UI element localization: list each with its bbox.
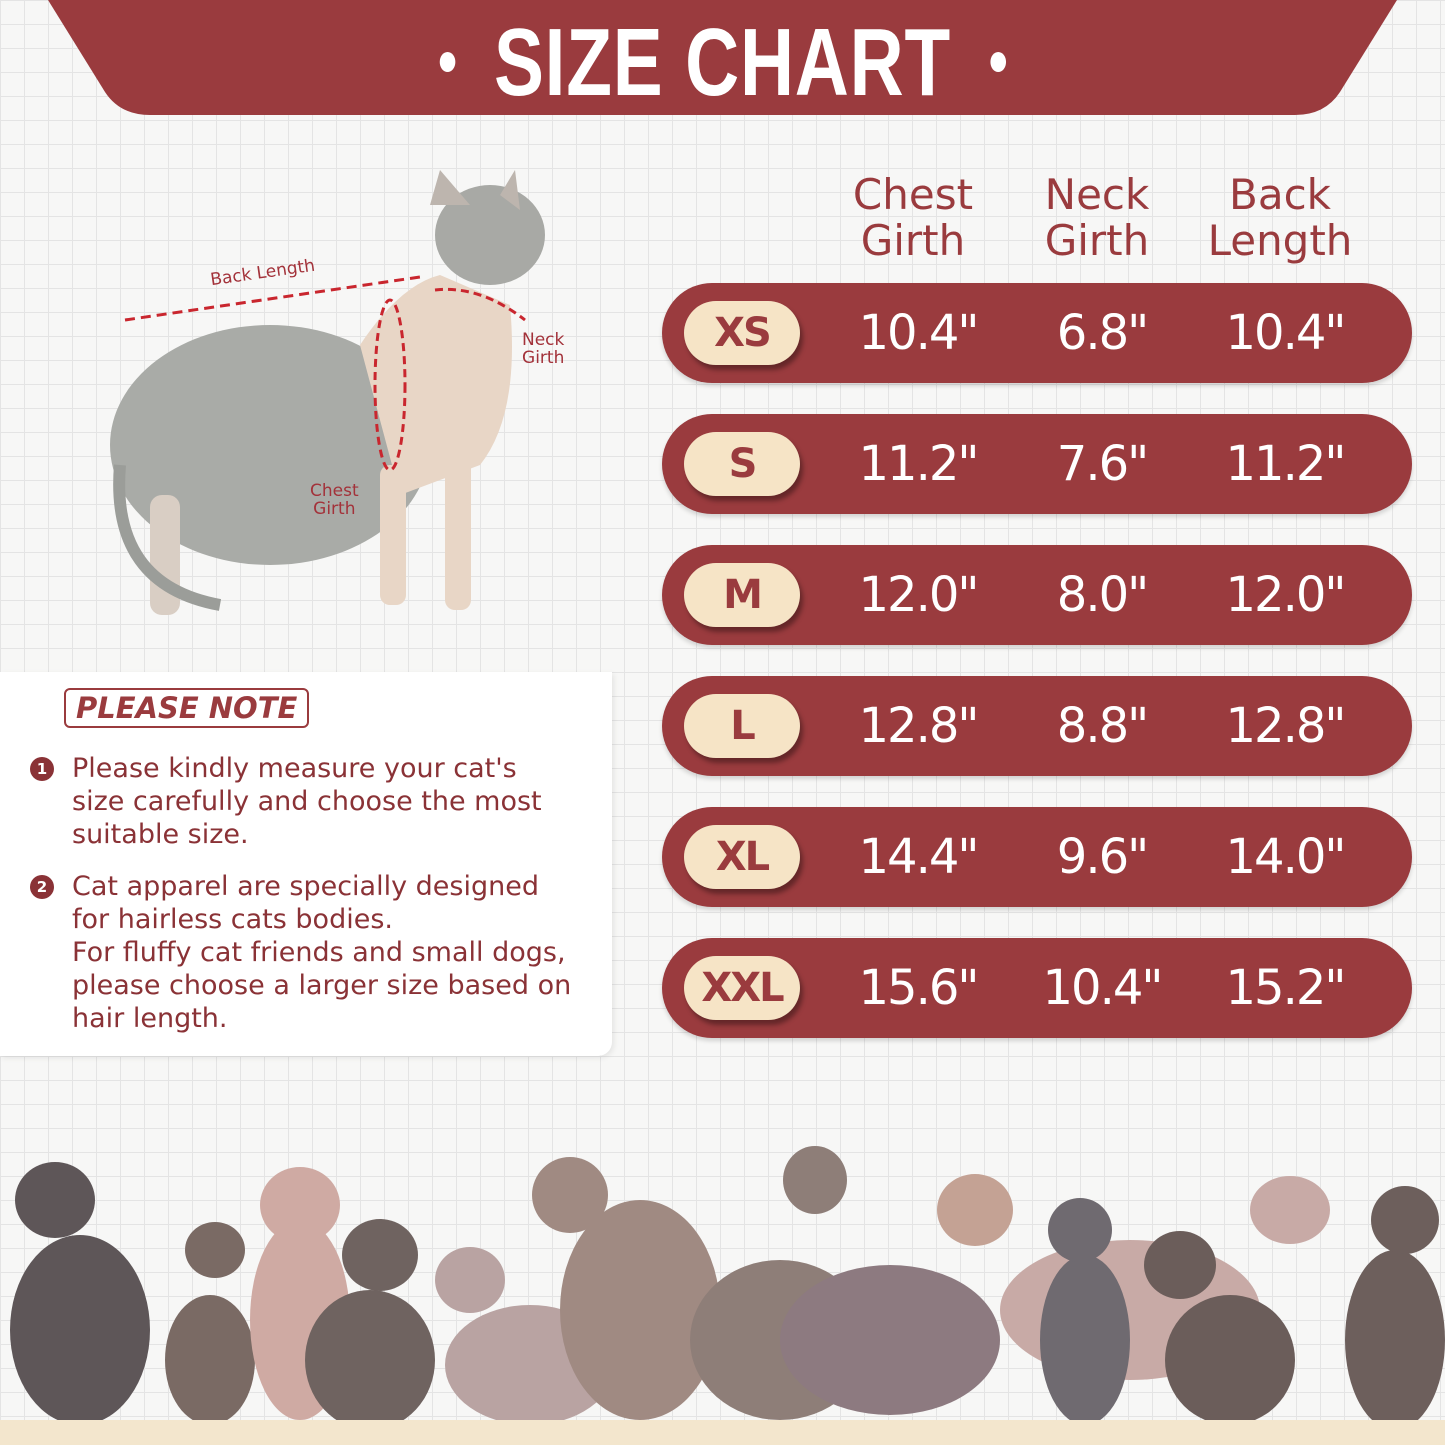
sphynx-cats-group-photo [10,1146,1445,1420]
size-label: XL [684,825,800,889]
please-note-heading: PLEASE NOTE [64,688,310,728]
size-value: 14.4" [858,829,980,885]
size-label: XXL [684,956,800,1020]
size-value: 10.4" [858,305,980,361]
number-badge: 1 [30,757,54,781]
size-label: XS [684,301,800,365]
size-row-xxl: XXL 15.6" 10.4" 15.2" [662,938,1412,1038]
size-row-m: M 12.0" 8.0" 12.0" [662,545,1412,645]
size-value: 8.0" [1056,567,1149,623]
size-label: S [684,432,800,496]
header-banner [48,0,1397,115]
size-value: 12.8" [1225,698,1347,754]
size-row-xs: XS 10.4" 6.8" 10.4" [662,283,1412,383]
size-value: 9.6" [1056,829,1149,885]
chest-girth-label: Chest Girth [310,481,359,519]
column-header-chest-girth: Chest Girth [852,170,974,265]
bottom-strip [0,1420,1445,1445]
note-item-2: 2 Cat apparel are specially designed for… [30,870,610,1035]
note-item-1: 1 Please kindly measure your cat's size … [30,752,610,851]
size-value: 15.2" [1225,960,1347,1016]
size-value: 8.8" [1056,698,1149,754]
cat-measurement-illustration [110,170,545,615]
size-value: 6.8" [1056,305,1149,361]
size-value: 10.4" [1042,960,1164,1016]
size-row-l: L 12.8" 8.8" 12.8" [662,676,1412,776]
size-value: 10.4" [1225,305,1347,361]
size-value: 15.6" [858,960,980,1016]
size-row-s: S 11.2" 7.6" 11.2" [662,414,1412,514]
size-value: 11.2" [1225,436,1347,492]
size-value: 14.0" [1225,829,1347,885]
size-value: 7.6" [1056,436,1149,492]
please-note-card: PLEASE NOTE 1 Please kindly measure your… [0,672,612,1056]
size-value: 11.2" [858,436,980,492]
column-header-neck-girth: Neck Girth [1044,170,1150,265]
bullet-dot [439,51,455,72]
neck-girth-label: Neck Girth [522,330,565,368]
size-label: L [684,694,800,758]
size-value: 12.0" [1225,567,1347,623]
size-row-xl: XL 14.4" 9.6" 14.0" [662,807,1412,907]
column-header-back-length: Back Length [1207,170,1353,265]
size-value: 12.8" [858,698,980,754]
size-label: M [684,563,800,627]
size-value: 12.0" [858,567,980,623]
bullet-dot [990,51,1006,72]
number-badge: 2 [30,875,54,899]
page-title: SIZE CHART [159,8,1286,118]
